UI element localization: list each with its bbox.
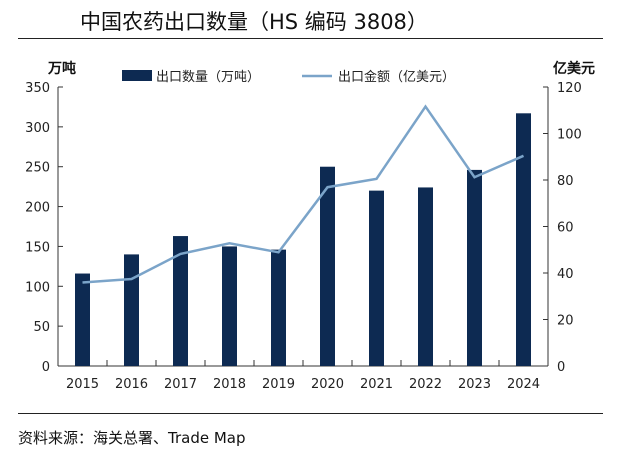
x-tick-label: 2015 (66, 377, 99, 392)
x-tick-label: 2019 (262, 377, 295, 392)
right-tick-label: 100 (557, 128, 582, 143)
bar-2021 (369, 190, 384, 366)
bar-2023 (467, 169, 482, 366)
bar-2022 (418, 187, 433, 366)
x-tick-label: 2016 (115, 377, 148, 392)
source-note: 资料来源：海关总署、Trade Map (18, 429, 246, 447)
bar-2018 (222, 246, 237, 366)
x-tick-label: 2020 (311, 377, 344, 392)
right-tick-label: 60 (557, 221, 574, 236)
left-tick-label: 300 (25, 121, 50, 136)
x-tick-label: 2018 (213, 377, 246, 392)
x-tick-label: 2017 (164, 377, 197, 392)
bar-2019 (271, 249, 286, 366)
right-tick-label: 120 (557, 81, 582, 96)
right-tick-label: 20 (557, 314, 574, 329)
right-tick-label: 0 (557, 360, 565, 375)
right-axis-title: 亿美元 (553, 60, 595, 77)
bar-2016 (124, 254, 139, 366)
left-tick-label: 150 (25, 240, 50, 255)
x-tick-label: 2021 (360, 377, 393, 392)
source-divider (18, 413, 603, 414)
bar-2024 (516, 113, 531, 366)
x-tick-label: 2022 (409, 377, 442, 392)
left-tick-label: 250 (25, 161, 50, 176)
left-tick-label: 50 (33, 320, 50, 335)
legend-line-label: 出口金额（亿美元） (338, 69, 455, 85)
line-series-export-value (82, 104, 525, 284)
chart-title: 中国农药出口数量（HS 编码 3808） (80, 10, 428, 34)
right-tick-label: 80 (557, 174, 574, 189)
left-axis-title: 万吨 (47, 60, 76, 77)
left-tick-label: 350 (25, 81, 50, 96)
bar-2015 (75, 273, 90, 366)
bar-2017 (173, 236, 188, 366)
x-tick-label: 2023 (458, 377, 491, 392)
left-tick-label: 0 (42, 360, 50, 375)
right-tick-label: 40 (557, 267, 574, 282)
legend-bar-swatch (122, 70, 152, 81)
left-tick-label: 200 (25, 201, 50, 216)
title-divider (18, 38, 603, 39)
left-tick-label: 100 (25, 280, 50, 295)
bar-2020 (320, 166, 335, 366)
legend-bar-label: 出口数量（万吨） (156, 70, 260, 85)
x-tick-label: 2024 (507, 377, 540, 392)
